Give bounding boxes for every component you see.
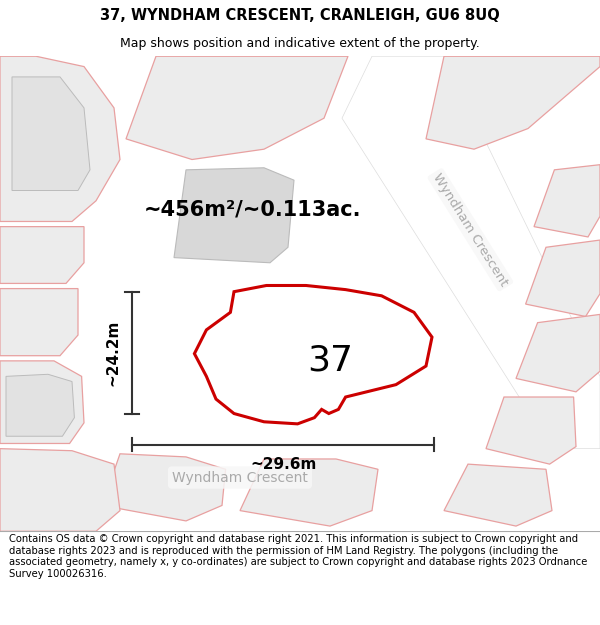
Polygon shape bbox=[194, 286, 432, 424]
Polygon shape bbox=[444, 464, 552, 526]
Polygon shape bbox=[126, 56, 348, 159]
Text: 37: 37 bbox=[307, 344, 353, 378]
Polygon shape bbox=[12, 77, 90, 191]
Polygon shape bbox=[0, 449, 120, 531]
Polygon shape bbox=[516, 314, 600, 392]
Text: Wyndham Crescent: Wyndham Crescent bbox=[430, 171, 511, 289]
Polygon shape bbox=[0, 227, 84, 283]
Polygon shape bbox=[342, 56, 600, 449]
Text: ~29.6m: ~29.6m bbox=[250, 457, 316, 472]
Text: Contains OS data © Crown copyright and database right 2021. This information is : Contains OS data © Crown copyright and d… bbox=[9, 534, 587, 579]
Polygon shape bbox=[240, 459, 378, 526]
Text: ~24.2m: ~24.2m bbox=[105, 319, 120, 386]
Polygon shape bbox=[0, 289, 78, 356]
Polygon shape bbox=[174, 168, 294, 262]
Polygon shape bbox=[534, 164, 600, 237]
Polygon shape bbox=[486, 397, 576, 464]
Polygon shape bbox=[526, 240, 600, 316]
Polygon shape bbox=[102, 454, 226, 521]
Text: 37, WYNDHAM CRESCENT, CRANLEIGH, GU6 8UQ: 37, WYNDHAM CRESCENT, CRANLEIGH, GU6 8UQ bbox=[100, 8, 500, 23]
Text: ~456m²/~0.113ac.: ~456m²/~0.113ac. bbox=[143, 199, 361, 219]
Polygon shape bbox=[0, 56, 120, 221]
Polygon shape bbox=[0, 361, 84, 444]
Text: Map shows position and indicative extent of the property.: Map shows position and indicative extent… bbox=[120, 38, 480, 51]
Text: Wyndham Crescent: Wyndham Crescent bbox=[172, 471, 308, 484]
Polygon shape bbox=[426, 56, 600, 149]
Polygon shape bbox=[6, 374, 74, 436]
